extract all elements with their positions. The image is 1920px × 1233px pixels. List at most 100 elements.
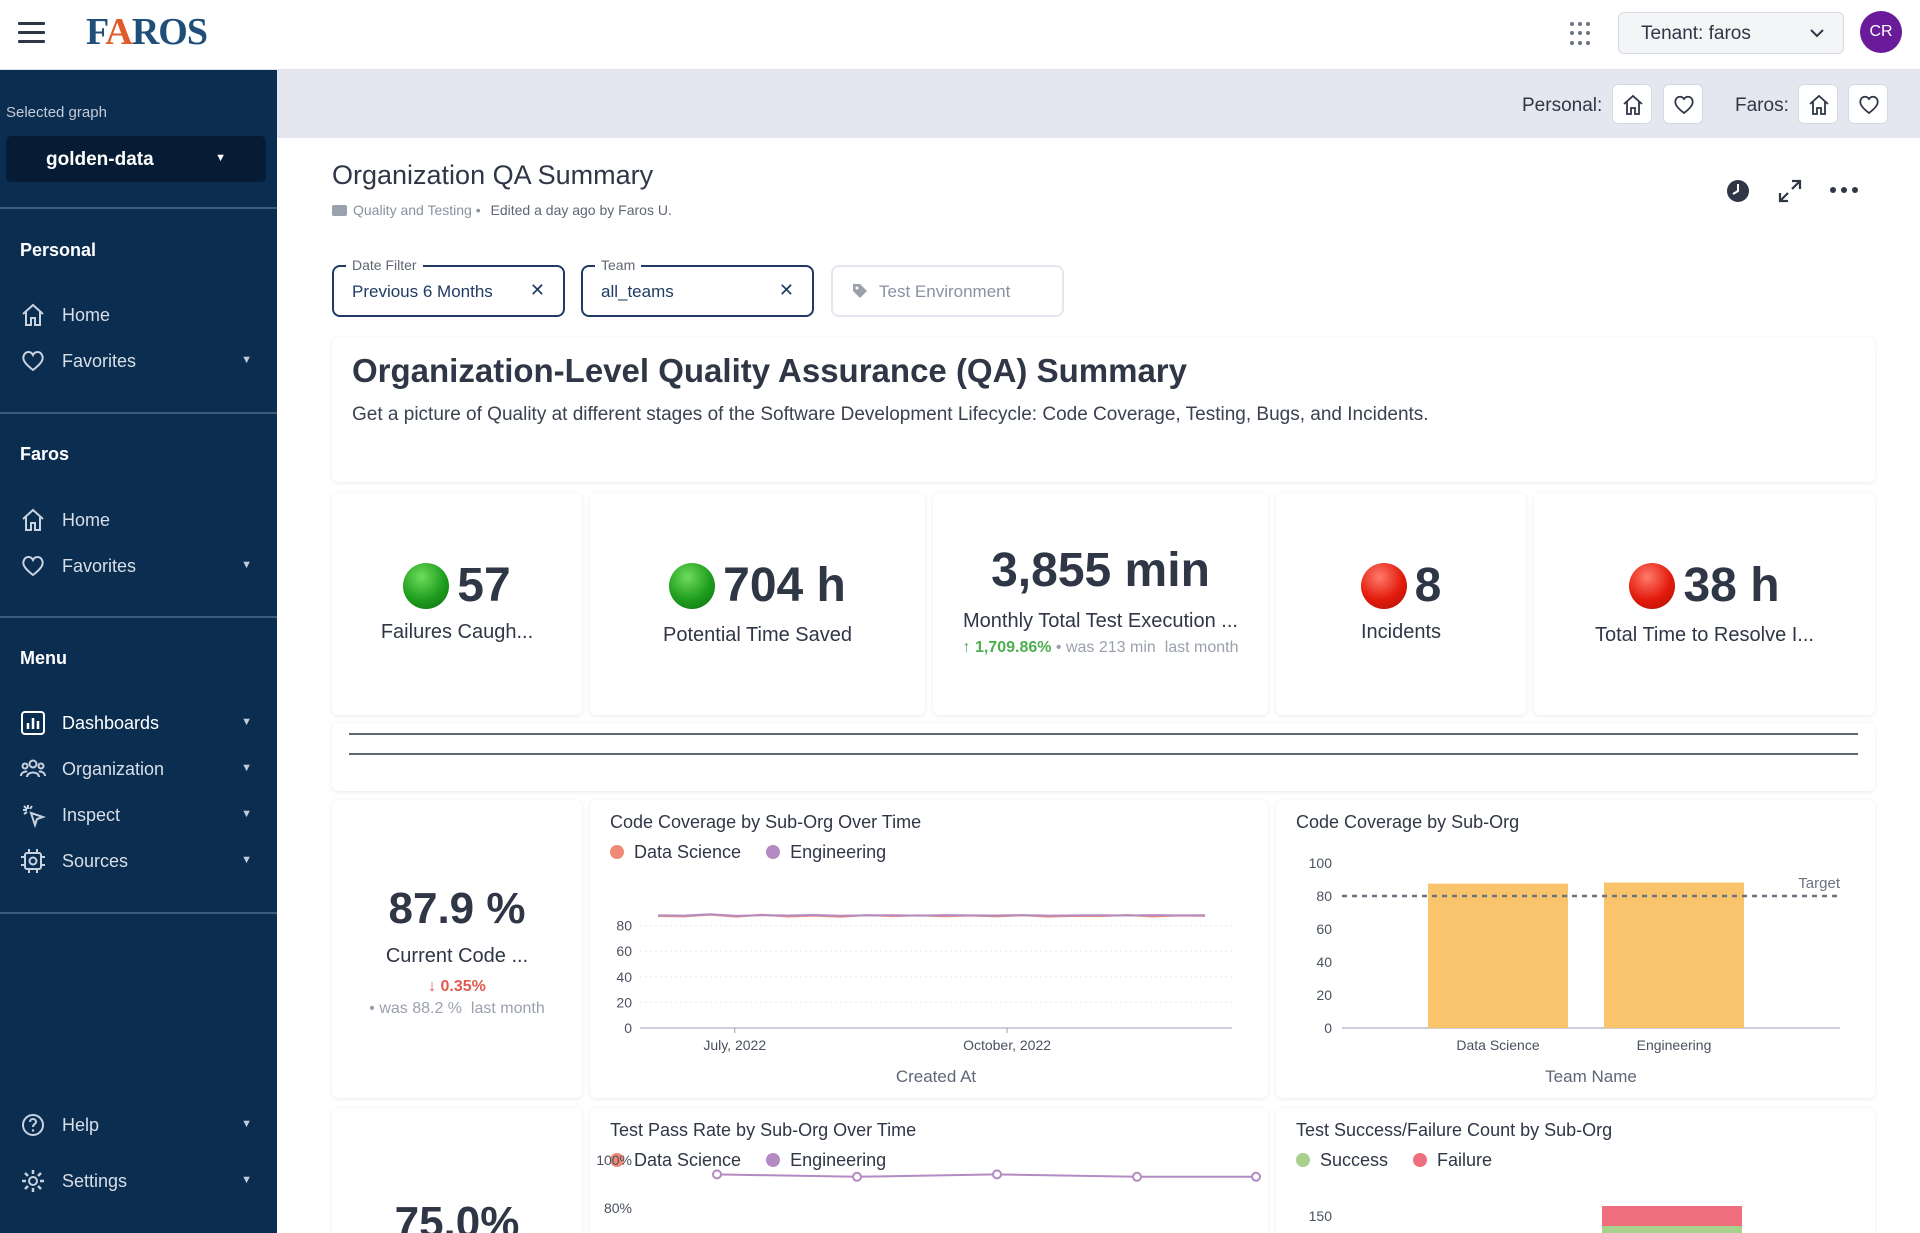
kpi-label: Total Time to Resolve I...: [1595, 624, 1814, 646]
cursor-click-icon: [23, 805, 46, 828]
kpi-card-incidents[interactable]: 8 Incidents: [1276, 493, 1526, 715]
sidebar-item-label: Organization: [62, 759, 165, 779]
legend-swatch: [1413, 1153, 1428, 1167]
graph-select-value: golden-data: [46, 149, 154, 170]
sidebar-item-label: Inspect: [62, 805, 121, 825]
bar-segment-failure: [1602, 1206, 1742, 1226]
chart-legend: Success Failure: [1296, 1150, 1512, 1171]
kpi-trend: ↑ 1,709.86% • was 213 min last month: [962, 639, 1239, 656]
breadcrumb-folder[interactable]: Quality and Testing: [353, 202, 472, 218]
sidebar-item-organization[interactable]: Organization ▼: [20, 754, 256, 786]
chevron-down-icon: [1809, 25, 1825, 43]
faros-logo[interactable]: FAROS: [86, 11, 208, 53]
sidebar-item-help[interactable]: Help ▼: [20, 1110, 256, 1142]
personal-home-button[interactable]: [1612, 84, 1652, 124]
chart-card-coverage-by-suborg[interactable]: Code Coverage by Sub-Org 0 20 40 60 80 100 Dat…: [1276, 800, 1875, 1098]
close-icon[interactable]: ✕: [778, 280, 794, 300]
faros-favorite-button[interactable]: [1848, 84, 1888, 124]
sidebar: Selected graph golden-data ▼ Personal Ho…: [0, 70, 277, 1233]
bar: [1604, 882, 1744, 1028]
faros-home-button[interactable]: [1798, 84, 1838, 124]
caret-down-icon: ▼: [215, 152, 226, 164]
sidebar-item-settings[interactable]: Settings ▼: [20, 1166, 256, 1198]
close-icon[interactable]: ✕: [529, 280, 545, 300]
divider-card: [332, 723, 1875, 791]
more-options-icon[interactable]: [1829, 180, 1859, 205]
test-environment-filter[interactable]: Test Environment: [831, 265, 1064, 317]
legend-item[interactable]: Engineering: [766, 1150, 886, 1170]
legend-item[interactable]: Success: [1296, 1150, 1388, 1170]
apps-grid-icon[interactable]: [1570, 22, 1594, 46]
sidebar-item-personal-home[interactable]: Home: [20, 300, 256, 332]
home-icon: [1623, 94, 1643, 115]
heart-icon: [22, 351, 44, 372]
legend-item[interactable]: Engineering: [766, 842, 886, 862]
y-tick-label: 80: [1316, 888, 1332, 904]
y-tick-label: 80%: [604, 1200, 632, 1216]
sidebar-item-dashboards[interactable]: Dashboards ▼: [20, 708, 256, 740]
x-tick-label: July, 2022: [703, 1037, 766, 1053]
legend-item[interactable]: Failure: [1413, 1150, 1492, 1170]
chart-card-coverage-over-time[interactable]: Code Coverage by Sub-Org Over Time Data …: [590, 800, 1268, 1098]
expand-icon[interactable]: [1777, 178, 1803, 209]
home-icon: [1809, 94, 1829, 115]
kpi-card-test-pass-rate[interactable]: 75.0%: [332, 1108, 582, 1233]
kpi-label: Failures Caugh...: [380, 621, 534, 643]
help-circle-icon: [22, 1114, 44, 1136]
kpi-card-failures[interactable]: 57 Failures Caugh...: [332, 493, 582, 715]
team-filter-label: Team: [595, 257, 642, 273]
folder-icon: [332, 205, 347, 216]
sidebar-item-personal-favorites[interactable]: Favorites ▼: [20, 346, 256, 378]
breadcrumb: Quality and Testing • Edited a day ago b…: [332, 202, 672, 218]
legend-item[interactable]: Data Science: [610, 842, 741, 862]
summary-title: Organization-Level Quality Assurance (QA…: [352, 352, 1187, 389]
caret-down-icon: ▼: [241, 1174, 252, 1186]
history-clock-icon[interactable]: [1725, 178, 1751, 209]
kpi-card-code-coverage[interactable]: 87.9 % Current Code ... ↓ 0.35% • was 88…: [332, 800, 582, 1098]
legend-item[interactable]: Data Science: [610, 1150, 741, 1170]
kpi-card-time-to-resolve[interactable]: 38 h Total Time to Resolve I...: [1534, 493, 1875, 715]
series-line: [657, 913, 1206, 917]
heart-icon: [1674, 95, 1694, 115]
y-tick-label: 40: [616, 969, 632, 985]
dashboard-main: Organization QA Summary Quality and Test…: [277, 138, 1920, 1233]
kpi-card-time-saved[interactable]: 704 h Potential Time Saved: [590, 493, 925, 715]
date-filter-value: Previous 6 Months: [352, 282, 493, 301]
caret-down-icon: ▼: [241, 854, 252, 866]
data-point: [852, 1171, 862, 1182]
user-avatar[interactable]: CR: [1860, 11, 1902, 53]
x-tick-label: Data Science: [1456, 1037, 1539, 1053]
kpi-value: 704 h: [590, 558, 925, 613]
chart-card-success-failure[interactable]: Test Success/Failure Count by Sub-Org Su…: [1276, 1108, 1875, 1233]
heart-icon: [22, 556, 44, 577]
sidebar-item-sources[interactable]: Sources ▼: [20, 846, 256, 878]
sidebar-item-faros-favorites[interactable]: Favorites ▼: [20, 551, 256, 583]
graph-select[interactable]: golden-data ▼: [6, 136, 266, 182]
tag-icon: [851, 282, 869, 305]
home-icon: [22, 303, 44, 326]
date-filter-label: Date Filter: [346, 257, 423, 273]
data-point: [1251, 1171, 1261, 1182]
bar: [1428, 883, 1568, 1028]
kpi-card-test-execution[interactable]: 3,855 min Monthly Total Test Execution .…: [933, 493, 1268, 715]
status-red-icon: [1629, 563, 1676, 609]
sidebar-section-menu: Menu: [20, 648, 67, 668]
chart-title: Code Coverage by Sub-Org: [1296, 812, 1520, 832]
hamburger-menu-icon[interactable]: [18, 22, 45, 44]
tenant-select[interactable]: Tenant: faros: [1618, 12, 1844, 54]
chart-legend: Data Science Engineering: [610, 1150, 906, 1171]
chart-title: Code Coverage by Sub-Org Over Time: [610, 812, 922, 832]
caret-down-icon: ▼: [241, 808, 252, 820]
divider-line: [349, 733, 1858, 735]
date-filter[interactable]: Date Filter Previous 6 Months ✕: [332, 257, 565, 317]
sidebar-item-inspect[interactable]: Inspect ▼: [20, 800, 256, 832]
stacked-bar-chart: 150: [1309, 1206, 1742, 1233]
edited-info: Edited a day ago by Faros U.: [490, 202, 672, 218]
target-label: Target: [1798, 875, 1841, 892]
sidebar-item-faros-home[interactable]: Home: [20, 505, 256, 537]
chart-card-pass-rate-over-time[interactable]: Test Pass Rate by Sub-Org Over Time Data…: [590, 1108, 1268, 1233]
team-filter[interactable]: Team all_teams ✕: [581, 257, 814, 317]
dashboard-shortcuts-bar: Personal: Faros:: [277, 70, 1920, 138]
personal-favorite-button[interactable]: [1663, 84, 1703, 124]
sidebar-item-label: Sources: [62, 851, 129, 871]
